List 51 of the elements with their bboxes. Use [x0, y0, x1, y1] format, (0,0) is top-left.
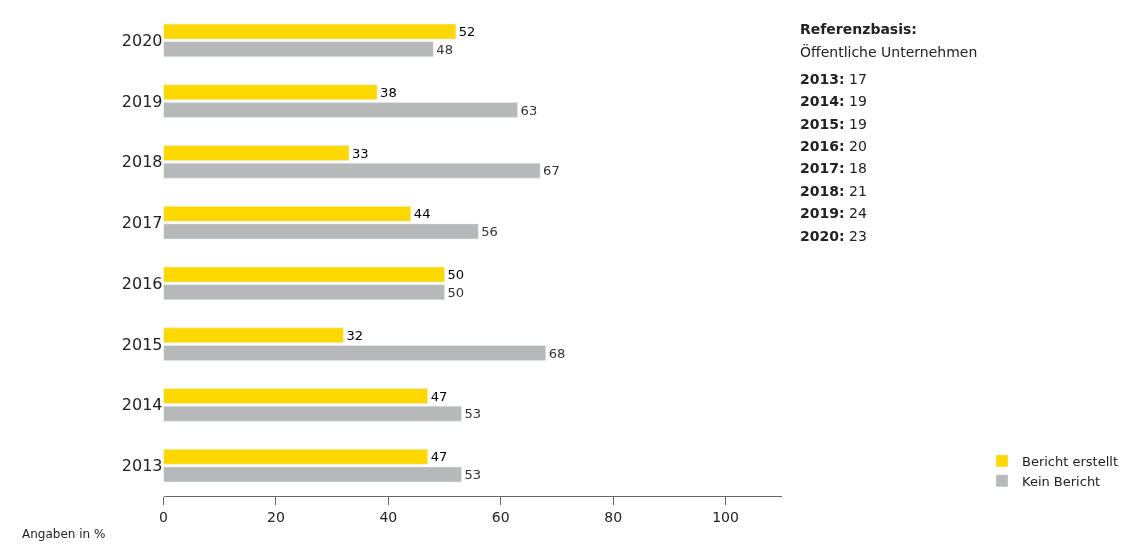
- text: 2020: 23: [800, 228, 867, 244]
- y-tick-label: 2016: [121, 273, 163, 293]
- data-label: 52: [458, 24, 476, 40]
- bar: [163, 145, 350, 161]
- data-label: 56: [481, 224, 498, 240]
- data-label: 67: [543, 163, 560, 179]
- data-label: 38: [380, 84, 397, 100]
- text: 2019: 24: [800, 205, 867, 221]
- legend-label: Bericht erstellt: [1022, 454, 1119, 470]
- y-tick-label: 2014: [121, 395, 163, 415]
- y-tick-label: 2018: [121, 152, 163, 172]
- x-tick-label: 100: [712, 508, 739, 525]
- data-label: 53: [464, 467, 482, 483]
- text: Öffentliche Unternehmen: [800, 43, 978, 60]
- data-label: 63: [520, 102, 538, 118]
- bar: [163, 345, 546, 361]
- text: 2017: 18: [800, 160, 867, 176]
- text: 2014: 19: [800, 93, 867, 109]
- text: 2013: 17: [800, 71, 867, 87]
- x-tick-label: 20: [267, 508, 285, 525]
- text: Referenzbasis:: [800, 21, 917, 37]
- x-tick-label: 80: [604, 508, 623, 525]
- data-label: 68: [548, 345, 566, 361]
- text: Angaben in %: [22, 527, 106, 541]
- x-tick-label: 0: [159, 508, 168, 525]
- data-label: 50: [447, 267, 465, 283]
- bar: [163, 388, 428, 404]
- y-tick-label: 2020: [121, 30, 163, 50]
- legend-label: Kein Bericht: [1022, 473, 1101, 489]
- data-label: 47: [430, 388, 448, 404]
- data-label: 47: [430, 449, 448, 465]
- data-label: 33: [352, 145, 369, 161]
- y-tick-label: 2019: [121, 91, 163, 111]
- bar: [163, 405, 462, 422]
- bar: [163, 162, 541, 179]
- bar: [163, 327, 344, 344]
- text: 2018: 21: [800, 183, 867, 199]
- bar: [163, 102, 518, 118]
- x-tick-label: 60: [491, 508, 510, 525]
- y-tick-label: 2015: [121, 334, 163, 354]
- y-tick-label: 2017: [121, 213, 163, 233]
- text: 2015: 19: [800, 116, 867, 132]
- x-tick-label: 40: [379, 508, 398, 525]
- text: 2016: 20: [800, 138, 867, 154]
- data-label: 48: [436, 41, 453, 57]
- data-label: 53: [464, 406, 482, 422]
- bar: [163, 84, 378, 101]
- y-tick-label: 2013: [121, 456, 163, 476]
- data-label: 50: [447, 284, 465, 300]
- data-label: 44: [413, 206, 431, 222]
- data-label: 32: [346, 327, 364, 343]
